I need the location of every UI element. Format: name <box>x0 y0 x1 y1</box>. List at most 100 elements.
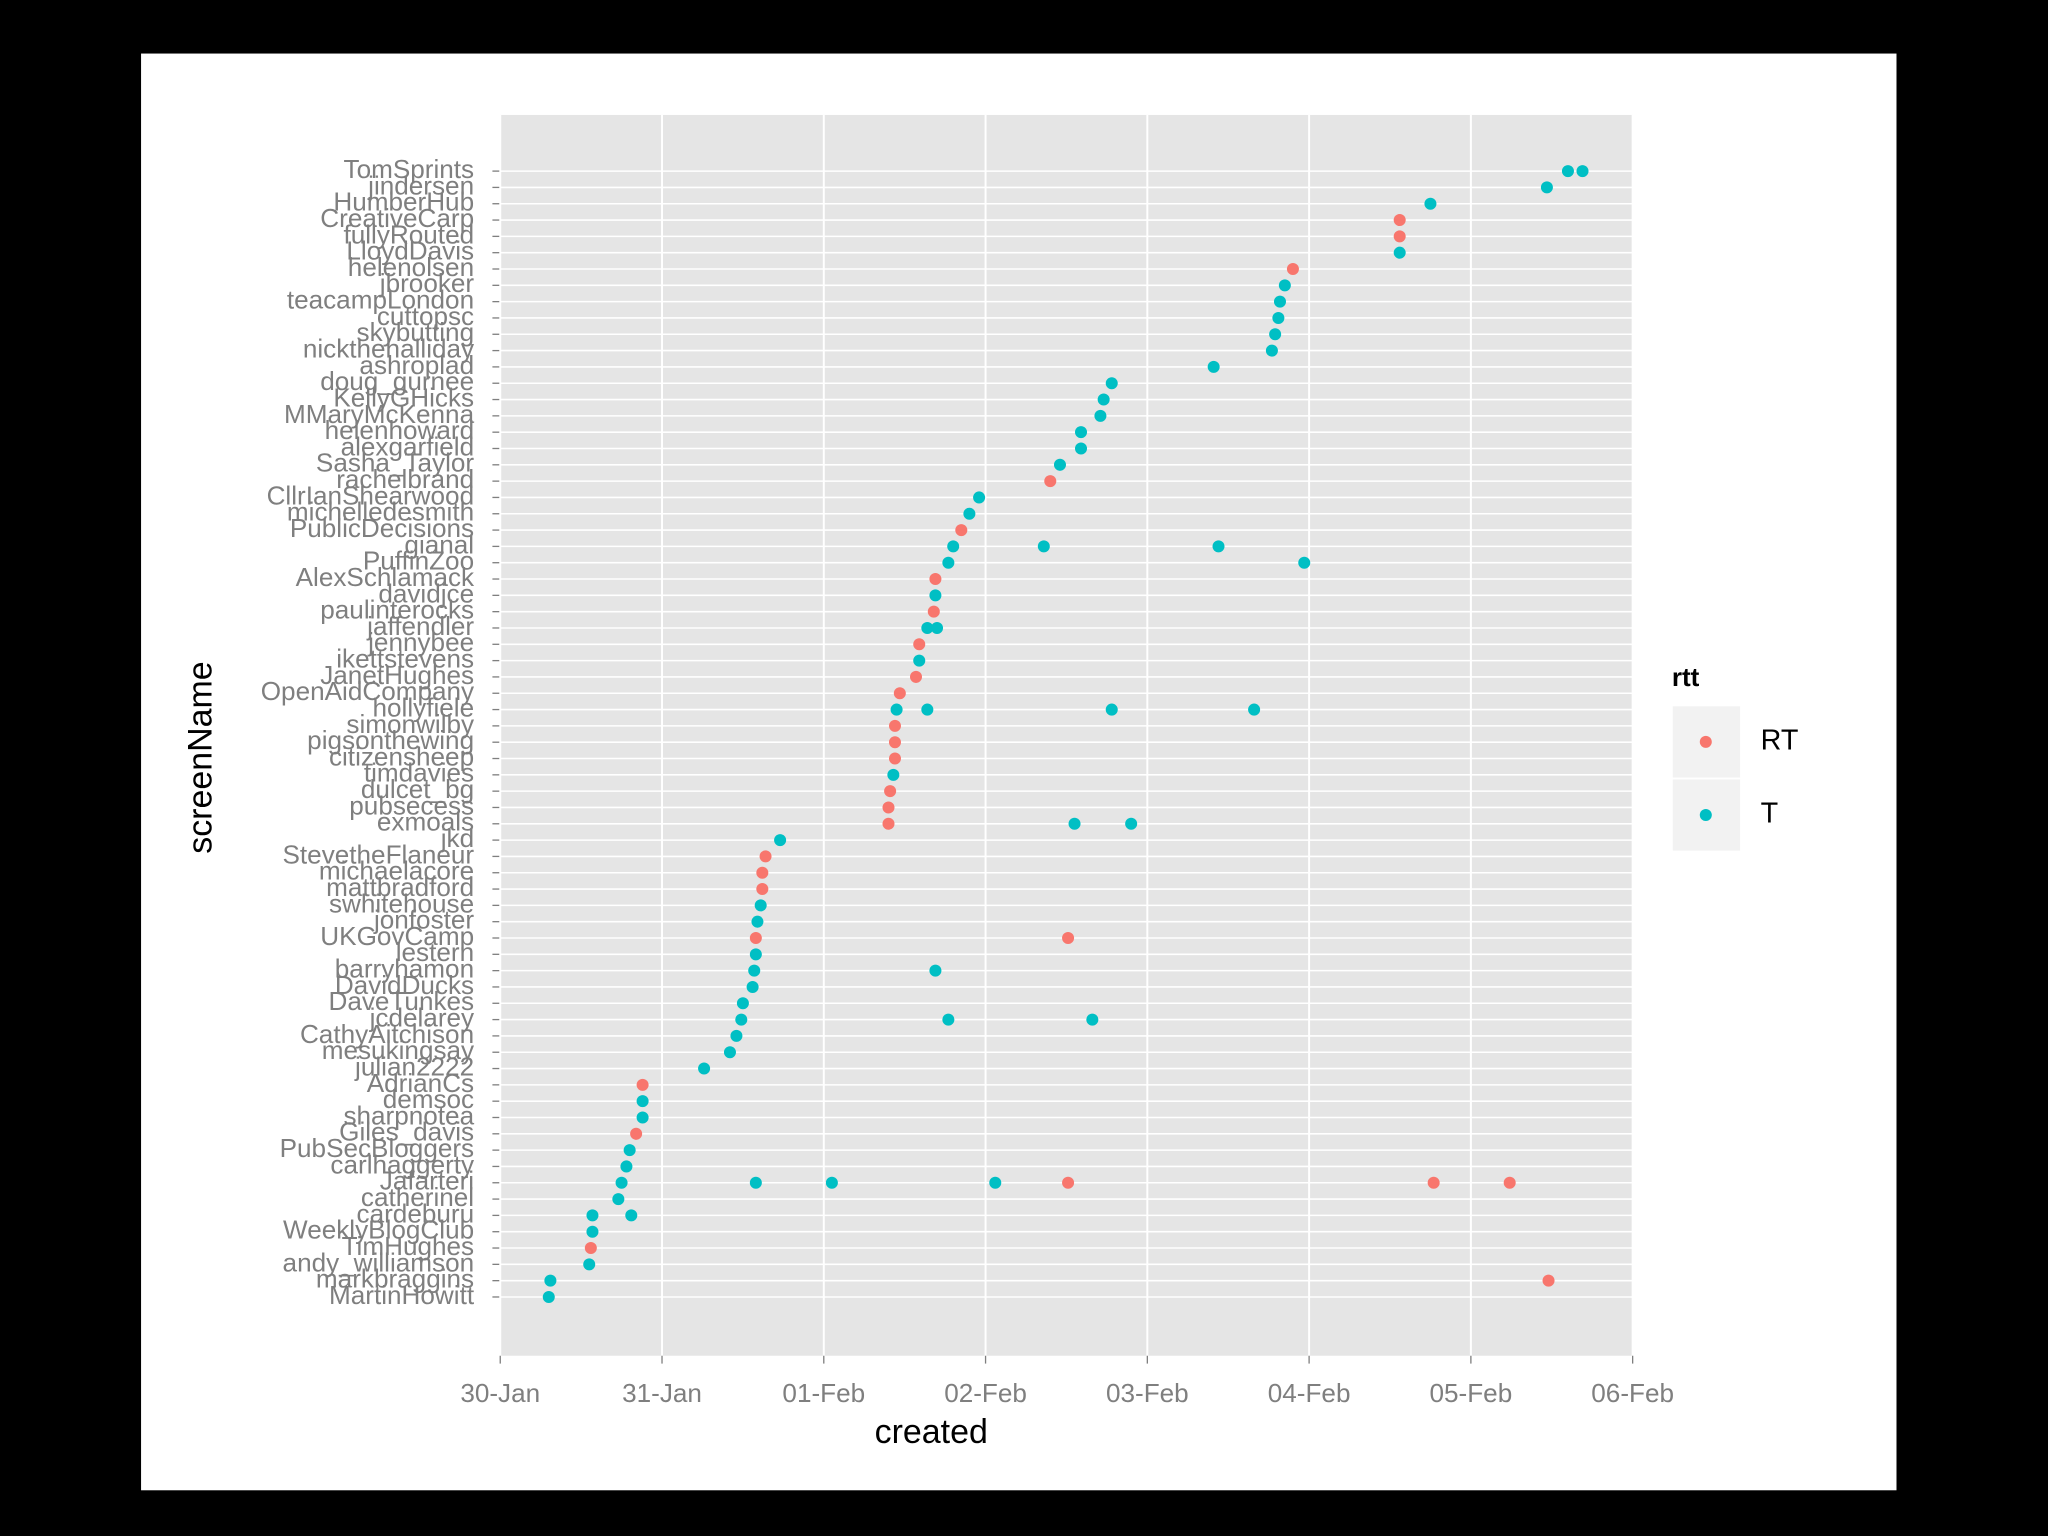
y-tick-label: ashroplad <box>359 350 474 380</box>
point <box>1062 1176 1075 1189</box>
point <box>735 1013 748 1026</box>
point <box>630 1127 643 1140</box>
y-tick-label: pubsecess <box>349 790 474 820</box>
point <box>888 736 901 749</box>
point <box>749 948 762 961</box>
point <box>748 964 761 977</box>
y-tick-label: DaveTunkes <box>329 986 475 1016</box>
y-tick-label: michaelacore <box>319 856 474 886</box>
y-tick-label: jaffendler <box>366 611 474 641</box>
y-tick-label: UKGovCamp <box>320 921 474 951</box>
point <box>774 834 787 847</box>
y-tick-label: WeeklyBlogClub <box>283 1215 474 1245</box>
legend-marker <box>1699 735 1712 748</box>
point <box>1393 214 1406 227</box>
y-tick-label: michelledesmith <box>287 497 474 527</box>
y-tick-label: alexgarfield <box>341 431 475 461</box>
point <box>1207 360 1220 373</box>
y-tick-label: timdavies <box>364 758 474 788</box>
point <box>1298 556 1311 569</box>
point <box>1097 393 1110 406</box>
point <box>612 1193 625 1206</box>
point <box>921 703 934 716</box>
point <box>542 1290 555 1303</box>
point <box>955 524 968 537</box>
y-tick-label: ikettstevens <box>336 644 474 674</box>
point <box>1037 540 1050 553</box>
point <box>929 964 942 977</box>
point <box>1075 426 1088 439</box>
point <box>888 752 901 765</box>
y-tick-label: sharpnotea <box>343 1100 474 1130</box>
point <box>1273 295 1286 308</box>
point <box>929 573 942 586</box>
y-tick-label: HumberHub <box>333 187 474 217</box>
y-axis-title: screenName <box>181 661 219 853</box>
point <box>893 687 906 700</box>
legend-title: rtt <box>1672 662 1700 692</box>
y-tick-label: PublicDecisions <box>290 513 474 543</box>
y-tick-label: TomSprints <box>344 154 475 184</box>
point <box>1427 1176 1440 1189</box>
point <box>586 1209 599 1222</box>
y-tick-label: jbrooker <box>379 268 475 298</box>
y-tick-label: jonfoster <box>373 905 474 935</box>
y-tick-label: Jafarteri <box>380 1166 474 1196</box>
point <box>1269 328 1282 341</box>
y-tick-label: TimHughes <box>342 1231 475 1261</box>
y-tick-label: helenhoward <box>325 415 475 445</box>
point <box>1094 409 1107 422</box>
point <box>947 540 960 553</box>
y-tick-label: mattbradford <box>326 872 474 902</box>
y-tick-label: LloydDavis <box>346 236 474 266</box>
point <box>746 980 759 993</box>
point <box>756 883 769 896</box>
x-tick-label: 01-Feb <box>782 1378 865 1408</box>
x-tick-label: 31-Jan <box>622 1378 702 1408</box>
y-tick-label: StevetheFlaneur <box>283 839 475 869</box>
x-tick-label: 02-Feb <box>944 1378 1027 1408</box>
panel <box>500 114 1633 1356</box>
point <box>636 1078 649 1091</box>
point <box>882 801 895 814</box>
y-tick-label: carlhaggerty <box>330 1149 474 1179</box>
point <box>1286 262 1299 276</box>
legend-label: RT <box>1761 724 1799 756</box>
y-tick-label: simonwilby <box>346 709 474 739</box>
point <box>759 850 772 863</box>
y-tick-label: CreativeCarp <box>320 203 474 233</box>
point <box>929 589 942 602</box>
point <box>698 1062 711 1075</box>
y-tick-label: cuttopsc <box>377 301 474 331</box>
point <box>927 605 940 618</box>
x-tick-label: 05-Feb <box>1430 1378 1513 1408</box>
point <box>1393 246 1406 259</box>
y-tick-label: exmoals <box>377 807 474 837</box>
y-tick-label: MMaryMcKenna <box>284 399 475 429</box>
y-tick-label: davidjce <box>378 578 474 608</box>
point <box>749 931 762 945</box>
point <box>887 768 900 781</box>
y-tick-label: JanetHughes <box>320 660 474 690</box>
point <box>1125 817 1138 830</box>
point <box>1105 703 1118 716</box>
y-tick-label: mesukingsay <box>322 1035 474 1065</box>
y-tick-label: jindersen <box>367 170 474 200</box>
point <box>913 638 926 651</box>
y-tick-label: demsoc <box>383 1084 474 1114</box>
x-axis-title: created <box>875 1413 988 1451</box>
y-tick-label: KellyGHicks <box>333 382 474 412</box>
y-tick-label: DavidDucks <box>335 970 474 1000</box>
point <box>1068 817 1081 830</box>
point <box>1393 230 1406 243</box>
y-tick-label: PubSecBloggers <box>280 1133 475 1163</box>
point <box>586 1225 599 1238</box>
point <box>583 1258 596 1271</box>
y-tick-label: dulcet_bg <box>361 774 474 804</box>
point <box>623 1144 636 1157</box>
y-tick-label: nickthehalliday <box>303 333 474 363</box>
y-tick-label: MartinHowitt <box>329 1280 475 1310</box>
point <box>1576 165 1589 178</box>
point <box>1212 540 1225 553</box>
